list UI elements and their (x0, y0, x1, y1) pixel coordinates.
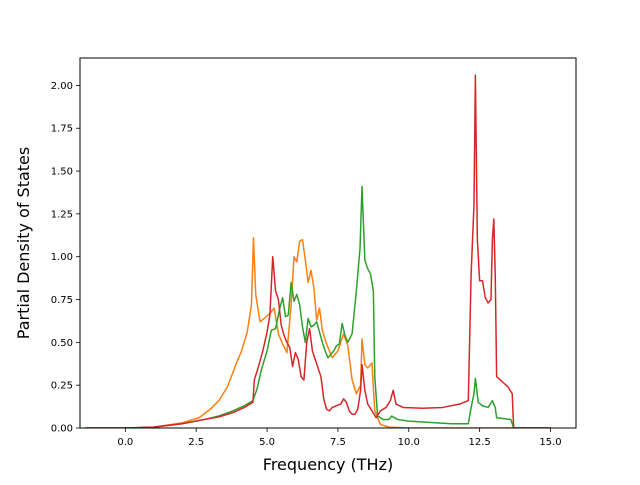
y-tick-label: 1.50 (51, 167, 73, 178)
y-tick-label: 0.25 (51, 381, 73, 392)
x-tick-label: 7.5 (330, 437, 346, 448)
plot-frame (79, 57, 577, 429)
x-axis-label: Frequency (THz) (263, 455, 393, 474)
x-tick-label: 15.0 (539, 437, 561, 448)
y-axis-label: Partial Density of States (14, 147, 33, 339)
series-line-1 (85, 237, 551, 428)
y-tick-label: 0.00 (51, 424, 73, 435)
x-tick-label: 2.5 (188, 437, 204, 448)
x-axis-ticks: 0.0 2.5 5.0 7.5 10.0 12.5 15.0 (117, 428, 562, 448)
series-layer (85, 74, 551, 428)
x-tick-label: 10.0 (398, 437, 420, 448)
y-tick-label: 0.75 (51, 295, 73, 306)
y-tick-label: 1.75 (51, 124, 73, 135)
series-line-2 (85, 185, 551, 428)
y-tick-label: 2.00 (51, 81, 73, 92)
series-line-3 (85, 74, 551, 428)
y-tick-label: 1.00 (51, 252, 73, 263)
y-tick-label: 0.50 (51, 338, 73, 349)
x-tick-label: 5.0 (259, 437, 275, 448)
y-axis-ticks: 0.00 0.25 0.50 0.75 1.00 1.25 1.50 1.75 2.00 (51, 81, 80, 435)
x-tick-label: 0.0 (117, 437, 133, 448)
y-tick-label: 1.25 (51, 209, 73, 220)
x-tick-label: 12.5 (469, 437, 491, 448)
